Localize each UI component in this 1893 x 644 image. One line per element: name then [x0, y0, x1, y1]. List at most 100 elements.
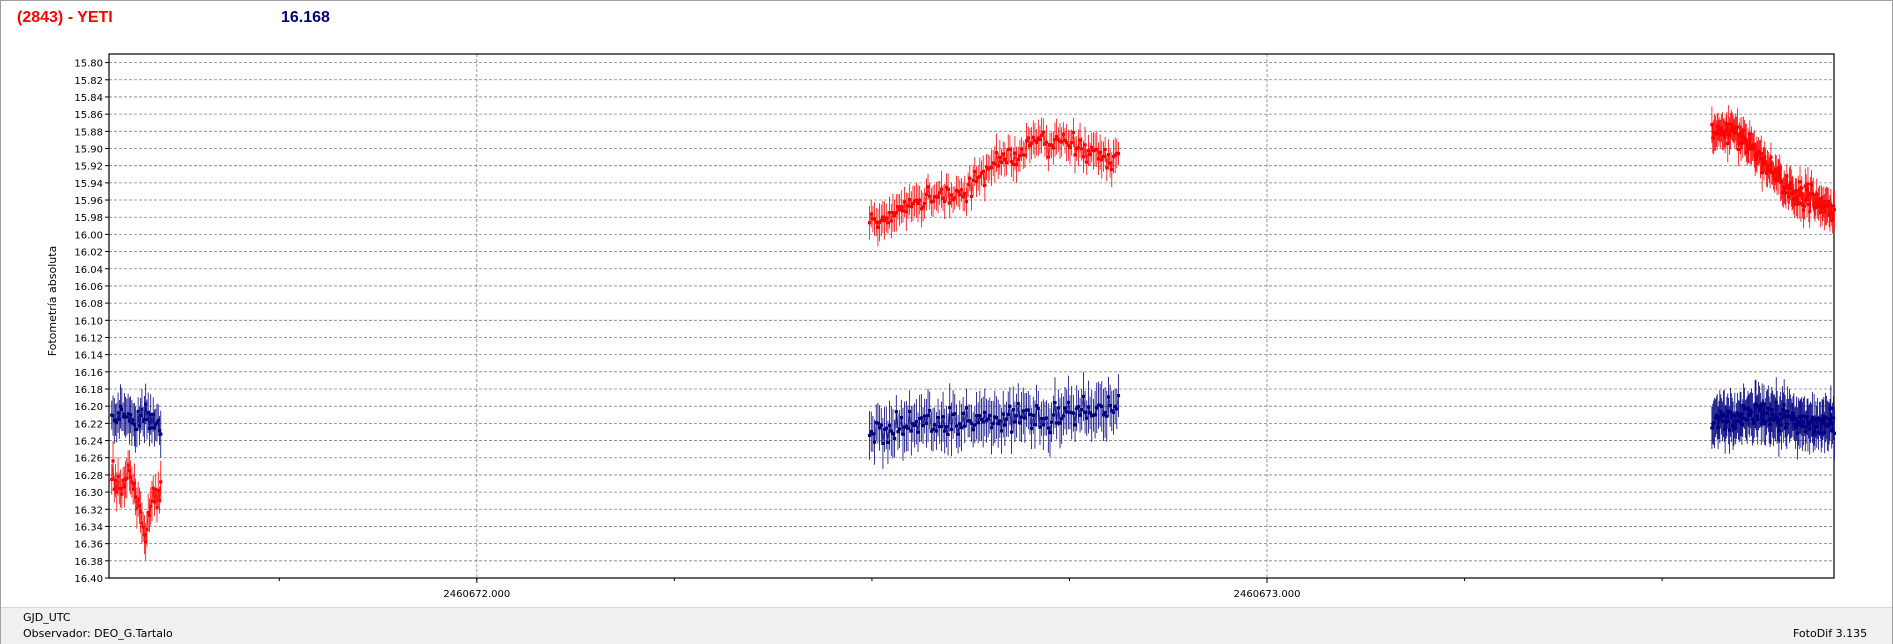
data-point: [1774, 171, 1778, 175]
data-point: [886, 440, 890, 444]
data-point: [931, 199, 935, 204]
data-point: [913, 199, 917, 203]
y-tick-label: 16.10: [74, 316, 103, 327]
data-point: [1745, 150, 1749, 154]
data-point: [152, 500, 157, 504]
data-point: [147, 426, 152, 430]
data-point: [1091, 149, 1096, 153]
data-point: [989, 166, 994, 170]
data-point: [1014, 414, 1019, 418]
data-point: [1825, 203, 1829, 207]
y-tick-label: 15.96: [74, 196, 103, 207]
data-point: [1793, 422, 1797, 426]
data-point: [1798, 180, 1802, 184]
data-point: [118, 486, 123, 491]
data-point: [882, 427, 887, 432]
data-point: [142, 417, 147, 422]
data-point: [1068, 410, 1072, 414]
data-point: [1776, 168, 1780, 172]
data-point: [1747, 147, 1751, 151]
data-point: [1814, 201, 1818, 205]
data-point: [1780, 407, 1785, 411]
data-point: [1009, 430, 1014, 434]
y-tick-label: 16.36: [74, 540, 103, 551]
data-point: [1737, 419, 1741, 424]
data-point: [1774, 400, 1778, 404]
data-point: [1799, 421, 1803, 425]
y-tick-label: 16.30: [74, 488, 103, 499]
data-point: [919, 207, 923, 211]
data-point: [1727, 428, 1732, 432]
data-point: [1759, 151, 1763, 156]
data-point: [136, 497, 140, 501]
data-point: [1739, 412, 1743, 416]
data-point: [1775, 179, 1779, 183]
data-point: [150, 426, 154, 430]
data-point: [964, 406, 969, 410]
data-point: [1006, 148, 1010, 152]
data-point: [1073, 423, 1077, 427]
data-point: [1790, 418, 1794, 422]
data-point: [879, 218, 883, 222]
data-point: [1826, 424, 1830, 429]
data-point: [122, 412, 126, 416]
data-point: [1722, 131, 1726, 135]
data-point: [127, 469, 131, 473]
data-point: [1716, 125, 1720, 129]
data-point: [951, 198, 955, 202]
data-point: [1111, 410, 1116, 414]
data-point: [946, 187, 950, 191]
data-point: [876, 421, 880, 425]
data-point: [911, 201, 915, 206]
data-point: [1781, 416, 1785, 420]
data-point: [904, 210, 908, 214]
data-point: [1115, 407, 1119, 411]
data-point: [928, 408, 932, 413]
y-tick-label: 16.08: [74, 299, 103, 310]
data-point: [1011, 408, 1015, 412]
data-point: [971, 428, 975, 432]
data-point: [1772, 414, 1777, 419]
data-point: [898, 427, 902, 431]
data-point: [1085, 160, 1089, 164]
data-point: [903, 200, 907, 204]
data-point: [1785, 174, 1789, 178]
data-point: [1781, 191, 1785, 195]
data-point: [931, 427, 935, 432]
data-point: [1812, 418, 1816, 422]
data-point: [156, 489, 160, 493]
data-point: [1784, 191, 1788, 195]
data-point: [1828, 211, 1832, 216]
data-point: [1783, 187, 1787, 191]
data-point: [1764, 420, 1768, 424]
data-point: [1782, 403, 1786, 407]
data-point: [1026, 408, 1030, 412]
data-point: [909, 429, 913, 433]
y-tick-label: 16.06: [74, 282, 103, 293]
data-point: [1715, 130, 1719, 134]
data-point: [1751, 143, 1755, 147]
data-point: [1105, 166, 1109, 170]
data-point: [1038, 425, 1042, 429]
data-point: [979, 417, 984, 422]
data-point: [1722, 414, 1726, 418]
data-point: [914, 198, 918, 203]
data-point: [871, 432, 875, 436]
data-point: [894, 410, 898, 414]
data-point: [1021, 153, 1025, 157]
data-point: [993, 162, 997, 166]
data-point: [116, 411, 120, 415]
data-point: [129, 475, 133, 480]
data-point: [1765, 167, 1770, 171]
data-point: [1086, 148, 1091, 153]
grid-lines: 15.80 15.82 15.84 15.86 15.88 15.90 15.92 15.94…: [74, 54, 1834, 600]
data-point: [1757, 405, 1762, 409]
data-point: [974, 180, 979, 184]
data-point: [1753, 157, 1757, 161]
data-point: [1791, 190, 1795, 194]
data-point: [1808, 427, 1812, 431]
data-point: [1785, 422, 1789, 426]
data-point: [140, 407, 144, 411]
data-point: [1732, 129, 1736, 133]
data-point: [1014, 163, 1019, 167]
